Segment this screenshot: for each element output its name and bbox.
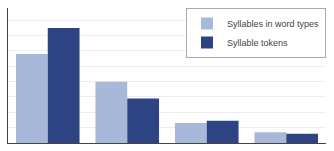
svg-text:Syllable tokens: Syllable tokens [227, 38, 288, 48]
svg-text:Syllables in word types: Syllables in word types [227, 19, 319, 29]
